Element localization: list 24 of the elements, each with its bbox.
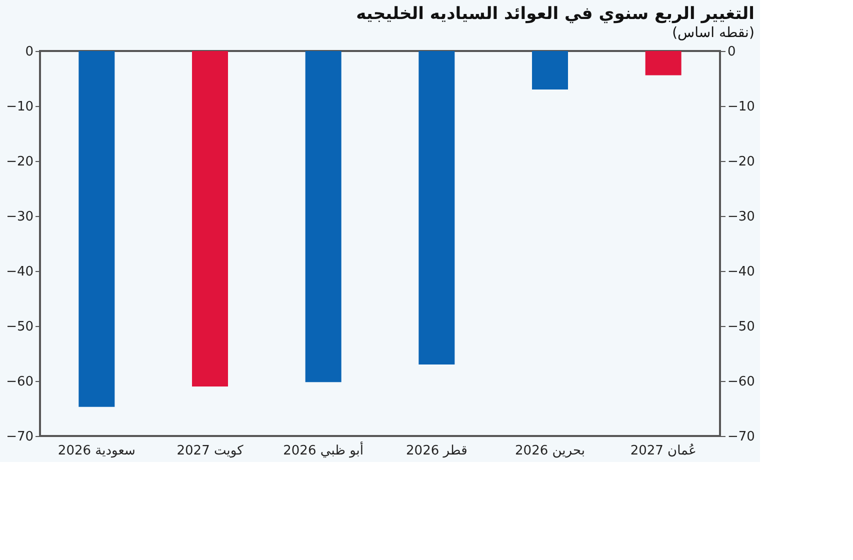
x-tick-label: أبو ظبي 2026 <box>283 442 364 458</box>
y-tick-label: −30 <box>6 210 34 224</box>
x-tick-label: سعودية 2026 <box>58 444 136 458</box>
y2-tick-label: −20 <box>728 154 755 170</box>
y-tick-label: −60 <box>6 374 34 390</box>
y2-tick-label: −70 <box>728 430 755 444</box>
y2-tick-label: −40 <box>728 264 755 280</box>
y-tick-label: −70 <box>6 430 34 444</box>
x-tick-label: كويت 2027 <box>176 444 244 458</box>
y2-tick-label: −10 <box>728 100 755 114</box>
y-tick-label: 0 <box>25 44 34 60</box>
y-tick-label: −40 <box>6 264 34 280</box>
x-tick-label: بحرين 2026 <box>515 444 585 458</box>
y-tick-label: −50 <box>6 320 34 334</box>
chart-title: التغيير الربع سنوي في العوائد السياديه الخليجيه <box>356 4 754 24</box>
x-tick-label: قطر 2026 <box>406 444 468 458</box>
y2-tick-label: −30 <box>728 210 755 224</box>
y-tick-label: −10 <box>6 100 34 114</box>
chart-subtitle: (نقطه اساس) <box>672 25 754 41</box>
y-tick-label: −20 <box>6 154 34 170</box>
y2-tick-label: −60 <box>728 374 755 390</box>
x-tick-label: عُمان 2027 <box>630 442 696 458</box>
y2-tick-label: 0 <box>728 44 736 60</box>
y2-tick-label: −50 <box>728 320 755 334</box>
